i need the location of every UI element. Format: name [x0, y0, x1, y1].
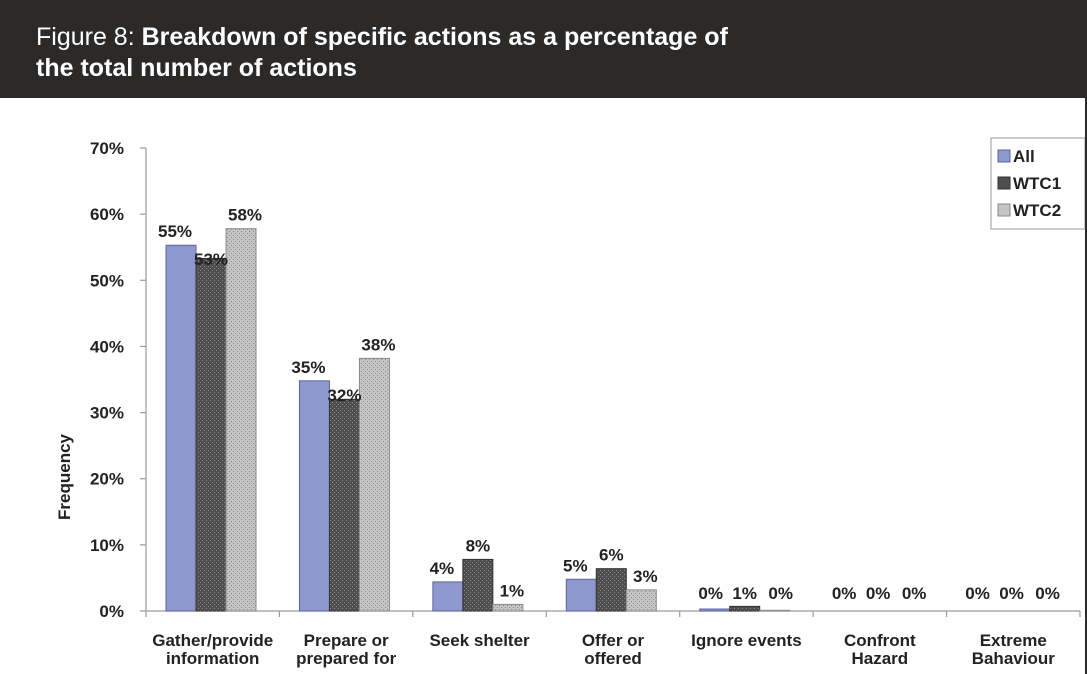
- bar-chart: 0% 10% 20% 30% 40% 50% 60% 70% 55%53% 58% 35%32% 3…: [55, 137, 1085, 668]
- y-axis-title: Frequency: [55, 433, 74, 520]
- x-category-label: Bahaviour: [972, 649, 1056, 668]
- data-label: 0%: [1035, 584, 1060, 603]
- x-category-label: Hazard: [852, 649, 909, 668]
- data-label: 53%: [194, 250, 228, 269]
- legend-swatch-all: [997, 149, 1011, 163]
- bar-wtc2: [759, 609, 791, 612]
- y-tick-label: 20%: [90, 470, 124, 489]
- data-label: 1%: [500, 581, 525, 600]
- bar-wtc2: [225, 228, 257, 612]
- data-label: 6%: [599, 546, 624, 565]
- data-label: 0%: [768, 584, 793, 603]
- x-category-label: Confront: [844, 631, 916, 650]
- data-label: 0%: [866, 584, 891, 603]
- x-category-label: information: [166, 649, 260, 668]
- data-label: 4%: [430, 559, 455, 578]
- bar-all: [699, 608, 731, 612]
- bar-wtc1: [462, 558, 494, 612]
- data-label: 32%: [327, 386, 361, 405]
- bar-wtc2: [358, 357, 390, 612]
- y-tick-label: 60%: [90, 205, 124, 224]
- data-label: 0%: [965, 584, 990, 603]
- frame-right-border: [1085, 98, 1087, 674]
- bar-wtc1: [328, 398, 360, 612]
- data-label: 1%: [732, 584, 757, 603]
- bar-wtc1: [729, 605, 761, 612]
- x-category-label: Ignore events: [691, 631, 802, 650]
- bar-wtc1: [595, 568, 627, 612]
- y-tick-label: 30%: [90, 404, 124, 423]
- y-tick-label: 0%: [99, 602, 124, 621]
- x-category-label: Extreme: [980, 631, 1047, 650]
- bar-wtc1: [195, 257, 227, 612]
- bar-wtc2: [492, 603, 524, 612]
- x-category-label: offered: [584, 649, 642, 668]
- y-tick-label: 70%: [90, 139, 124, 158]
- data-label: 38%: [361, 335, 395, 354]
- figure-header: Figure 8: Breakdown of specific actions …: [0, 0, 1087, 98]
- figure-title-line-2: the total number of actions: [36, 54, 357, 82]
- x-category-label: Prepare or: [304, 631, 389, 650]
- data-label: 8%: [466, 536, 491, 555]
- data-label: 55%: [158, 222, 192, 241]
- legend-label: All: [1013, 147, 1035, 166]
- data-label: 35%: [291, 358, 325, 377]
- x-category-label: Gather/provide: [152, 631, 273, 650]
- data-label: 3%: [633, 567, 658, 586]
- legend-label: WTC1: [1013, 174, 1061, 193]
- y-axis: 0% 10% 20% 30% 40% 50% 60% 70%: [90, 139, 1081, 621]
- x-category-label: prepared for: [296, 649, 397, 668]
- x-category-label: Offer or: [582, 631, 645, 650]
- y-tick-label: 10%: [90, 536, 124, 555]
- data-label: 0%: [999, 584, 1024, 603]
- legend-swatch-wtc1: [997, 176, 1011, 190]
- legend-swatch-wtc2: [997, 203, 1011, 217]
- y-tick-label: 50%: [90, 271, 124, 290]
- bars: [165, 228, 791, 612]
- data-label: 0%: [902, 584, 927, 603]
- header-line-1: Figure 8: Breakdown of specific actions …: [36, 22, 1087, 53]
- legend: All WTC1 WTC2: [990, 137, 1085, 230]
- bar-all: [298, 380, 330, 612]
- data-label: 0%: [698, 584, 723, 603]
- data-label: 58%: [228, 206, 262, 225]
- bar-all: [565, 578, 597, 612]
- data-labels: 55%53% 58% 35%32% 38% 4% 8% 1% 5% 6% 3% 0% 1% 0% 0% 0%…: [158, 206, 1060, 603]
- legend-label: WTC2: [1013, 201, 1061, 220]
- data-label: 5%: [563, 556, 588, 575]
- bar-all: [165, 244, 197, 612]
- figure-title-line-1: Breakdown of specific actions as a perce…: [141, 23, 728, 51]
- x-category-label: Seek shelter: [429, 631, 530, 650]
- figure-number: Figure 8:: [36, 23, 142, 51]
- bar-wtc2: [625, 589, 657, 612]
- bar-all: [432, 581, 464, 612]
- y-tick-label: 40%: [90, 337, 124, 356]
- data-label: 0%: [832, 584, 857, 603]
